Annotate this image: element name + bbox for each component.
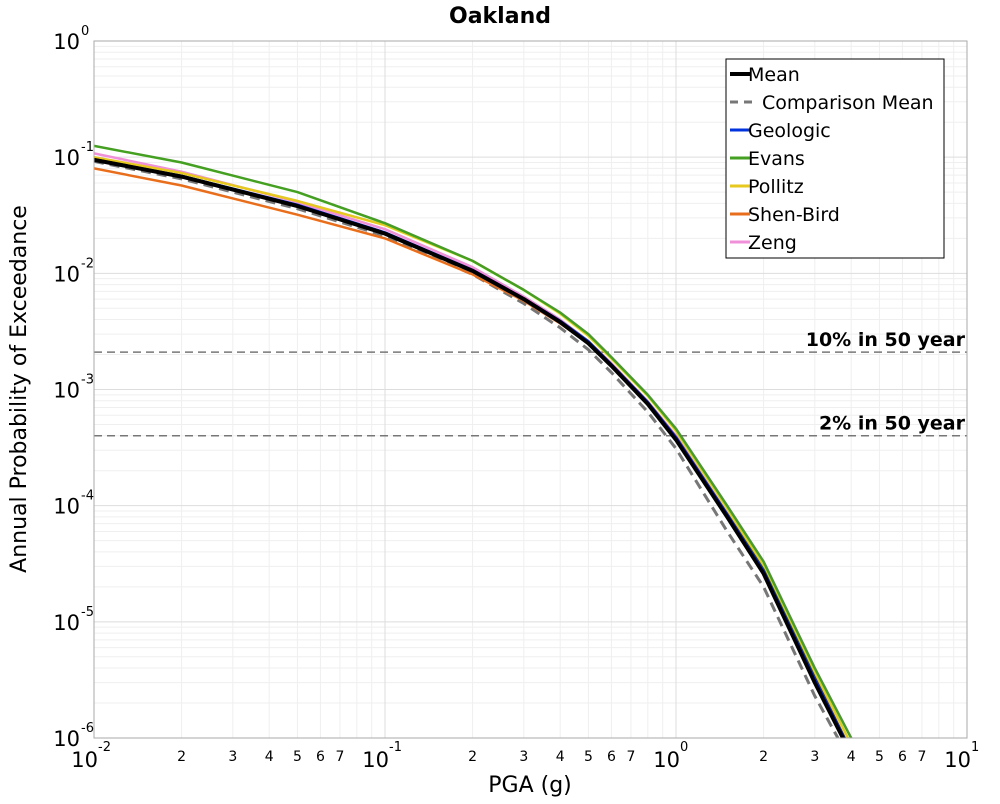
x-minor-tick-label: 7: [917, 749, 926, 765]
x-minor-tick-label: 5: [875, 749, 884, 765]
x-minor-tick-label: 3: [519, 749, 528, 765]
legend-label-evans: Evans: [748, 148, 805, 170]
y-tick-label: 10: [53, 727, 80, 751]
legend-label-mean: Mean: [748, 64, 800, 86]
y-tick-label: 10: [53, 495, 80, 519]
y-tick-label: 10: [53, 146, 80, 170]
y-tick-label: 10: [53, 262, 80, 286]
series-line-mean: [94, 157, 845, 738]
x-minor-tick-label: 6: [607, 749, 616, 765]
x-minor-tick-label: 4: [556, 749, 565, 765]
legend-label-shen-bird: Shen-Bird: [748, 204, 840, 226]
x-minor-tick-label: 3: [810, 749, 819, 765]
x-tick-exponent: -1: [389, 740, 402, 755]
x-minor-tick-label: 4: [847, 749, 856, 765]
legend: Mean Comparison Mean Geologic Evans Pollitz S…: [725, 58, 945, 259]
x-axis-label: PGA (g): [488, 773, 572, 798]
plot-frame: [93, 40, 968, 739]
y-tick-exponent: -2: [81, 256, 94, 271]
series-line-evans: [94, 144, 853, 738]
grid: [93, 40, 968, 739]
x-minor-tick-label: 2: [759, 749, 768, 765]
x-minor-tick-label: 6: [316, 749, 325, 765]
chart-title: Oakland: [449, 4, 551, 29]
x-tick-exponent: -2: [98, 740, 111, 755]
x-minor-tick-label: 7: [335, 749, 344, 765]
x-tick-exponent: 0: [680, 740, 688, 755]
reference-line-label: 10% in 50 year: [806, 329, 966, 351]
x-minor-tick-label: 5: [293, 749, 302, 765]
x-tick-exponent: 1: [971, 740, 979, 755]
y-tick-exponent: 0: [81, 24, 89, 39]
legend-label-zeng: Zeng: [748, 232, 797, 254]
reference-lines: 10% in 50 year 2% in 50 year: [94, 329, 967, 437]
x-minor-tick-label: 2: [177, 749, 186, 765]
x-minor-tick-label: 4: [265, 749, 274, 765]
x-minor-tick-label: 5: [584, 749, 593, 765]
legend-label-comparison-mean: Comparison Mean: [762, 92, 934, 114]
x-tick-label: 10: [71, 748, 98, 772]
y-tick-exponent: -5: [81, 605, 94, 620]
series-line-comparison-mean: [94, 159, 840, 738]
legend-label-geologic: Geologic: [748, 120, 831, 142]
legend-box: [725, 58, 945, 259]
y-tick-exponent: -3: [81, 373, 94, 388]
x-minor-tick-label: 7: [626, 749, 635, 765]
y-tick-label: 10: [53, 379, 80, 403]
y-tick-label: 10: [53, 30, 80, 54]
x-minor-tick-label: 3: [228, 749, 237, 765]
y-axis-label: Annual Probability of Exceedance: [7, 205, 32, 573]
x-tick-label: 10: [362, 748, 389, 772]
x-tick-label: 10: [653, 748, 680, 772]
reference-line-label: 2% in 50 year: [819, 413, 966, 435]
x-minor-tick-label: 6: [898, 749, 907, 765]
x-tick-label: 10: [944, 748, 971, 772]
y-tick-label: 10: [53, 611, 80, 635]
y-tick-exponent: -1: [81, 140, 94, 155]
y-tick-exponent: -4: [81, 489, 94, 504]
legend-label-pollitz: Pollitz: [748, 176, 804, 198]
y-tick-exponent: -6: [81, 721, 94, 736]
x-minor-tick-label: 2: [468, 749, 477, 765]
series-lines: [94, 144, 853, 738]
